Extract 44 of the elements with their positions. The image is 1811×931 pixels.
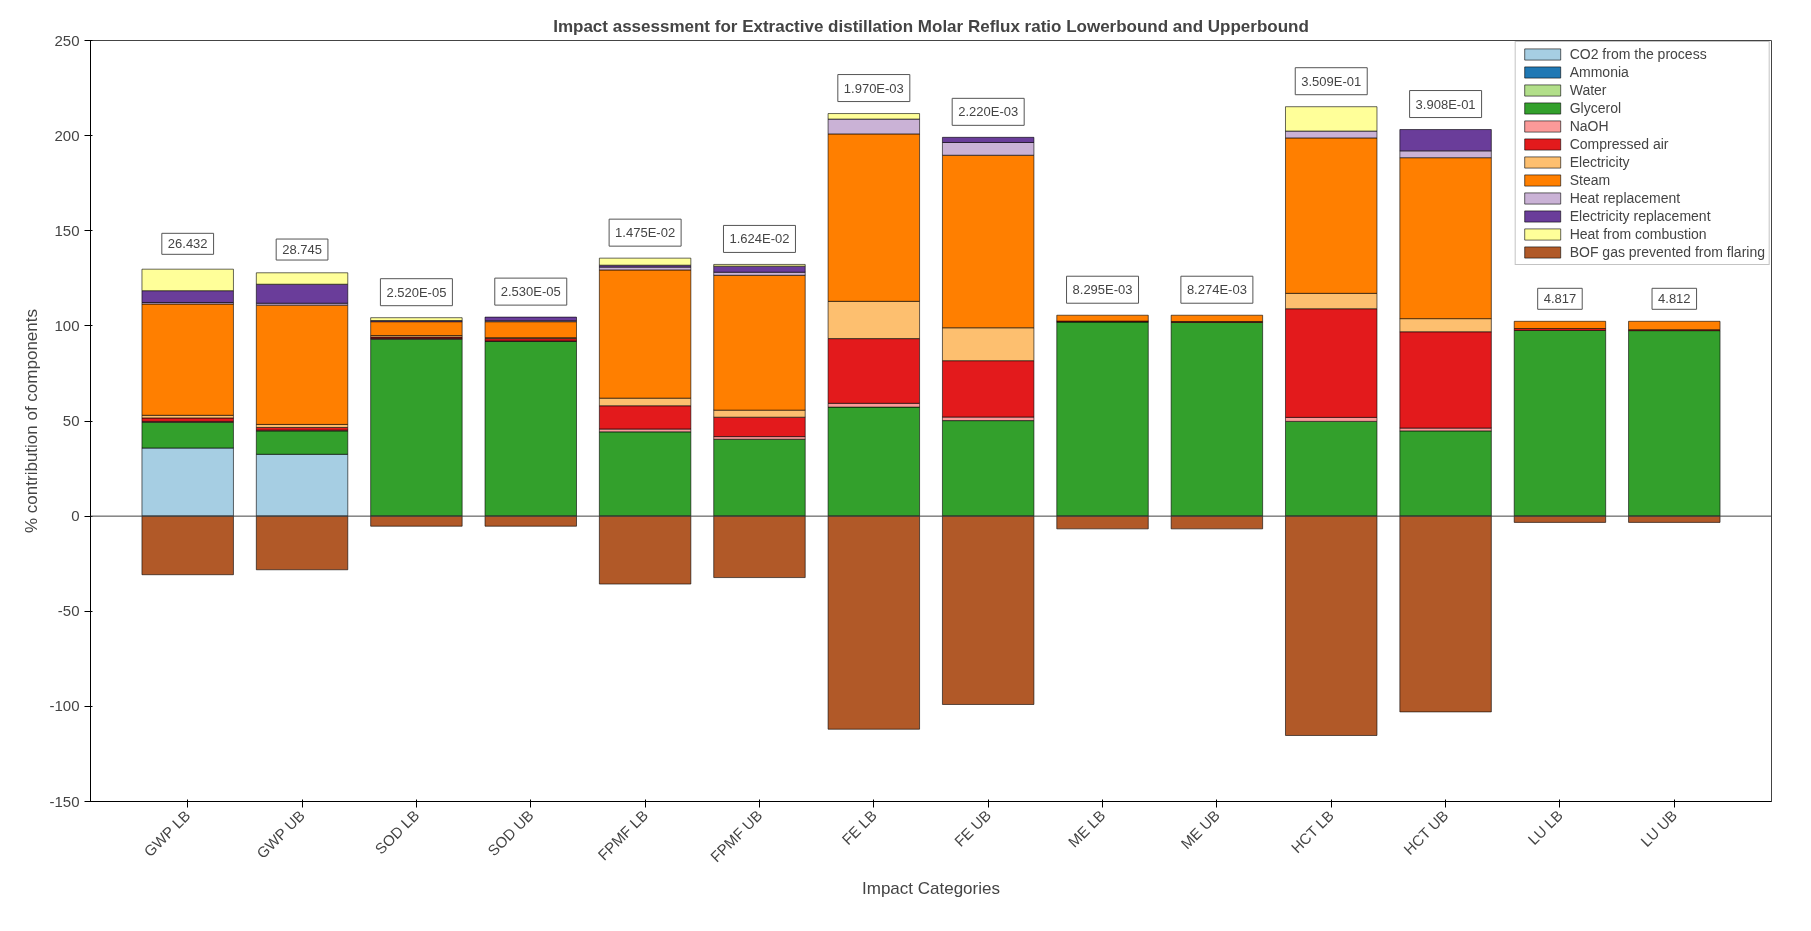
legend-label: Electricity: [1569, 154, 1630, 170]
annotation: 2.520E-05: [386, 284, 447, 300]
legend-label: Electricity replacement: [1569, 208, 1711, 224]
x-axis-title: Impact Categories: [862, 879, 1000, 899]
y-tick-label: 100: [54, 316, 80, 334]
x-tick-label: LU LB: [1524, 806, 1566, 848]
legend-label: Compressed air: [1569, 136, 1669, 152]
annotation: 26.432: [167, 236, 208, 252]
y-tick-label: 150: [54, 221, 80, 239]
annotation: 1.970E-03: [843, 80, 904, 96]
annotation: 3.509E-01: [1301, 73, 1362, 89]
chart-title: Impact assessment for Extractive distillation Molar Reflux ratio Lowerbound and Upperbound: [553, 16, 1309, 36]
annotation: 4.817: [1543, 291, 1577, 307]
annotation: 4.812: [1658, 291, 1691, 307]
x-tick-label: FE LB: [838, 806, 880, 848]
annotation: 8.274E-03: [1186, 282, 1247, 298]
x-tick-label: LU UB: [1637, 806, 1681, 850]
legend-label: Heat replacement: [1569, 190, 1681, 206]
y-tick-label: 200: [54, 126, 80, 144]
annotation: 8.295E-03: [1072, 282, 1133, 298]
legend-label: Water: [1569, 82, 1607, 98]
y-axis-title: % contribution of components: [22, 309, 42, 533]
legend-label: CO2 from the process: [1569, 46, 1707, 62]
legend-label: Ammonia: [1569, 64, 1629, 80]
y-tick-label: 250: [54, 31, 80, 49]
annotation: 1.624E-02: [729, 231, 790, 247]
y-tick-label: 0: [71, 507, 80, 525]
legend-label: BOF gas prevented from flaring: [1569, 244, 1765, 260]
legend-label: Glycerol: [1569, 100, 1622, 116]
y-tick-label: -50: [57, 602, 80, 620]
legend-label: NaOH: [1569, 118, 1609, 134]
y-tick-label: 50: [62, 412, 80, 429]
annotation: 2.220E-03: [958, 104, 1019, 120]
x-tick-label: FE UB: [950, 806, 995, 850]
annotation: 2.530E-05: [500, 284, 561, 300]
annotation: 3.908E-01: [1415, 96, 1476, 112]
legend-label: Steam: [1569, 172, 1611, 188]
annotation: 1.475E-02: [615, 225, 676, 241]
legend-label: Heat from combustion: [1569, 226, 1707, 242]
y-tick-label: -150: [49, 792, 80, 810]
y-tick-label: -100: [49, 697, 80, 715]
x-tick-label: ME LB: [1064, 806, 1109, 851]
x-tick-label: ME UB: [1177, 806, 1223, 853]
annotation: 28.745: [282, 242, 322, 258]
